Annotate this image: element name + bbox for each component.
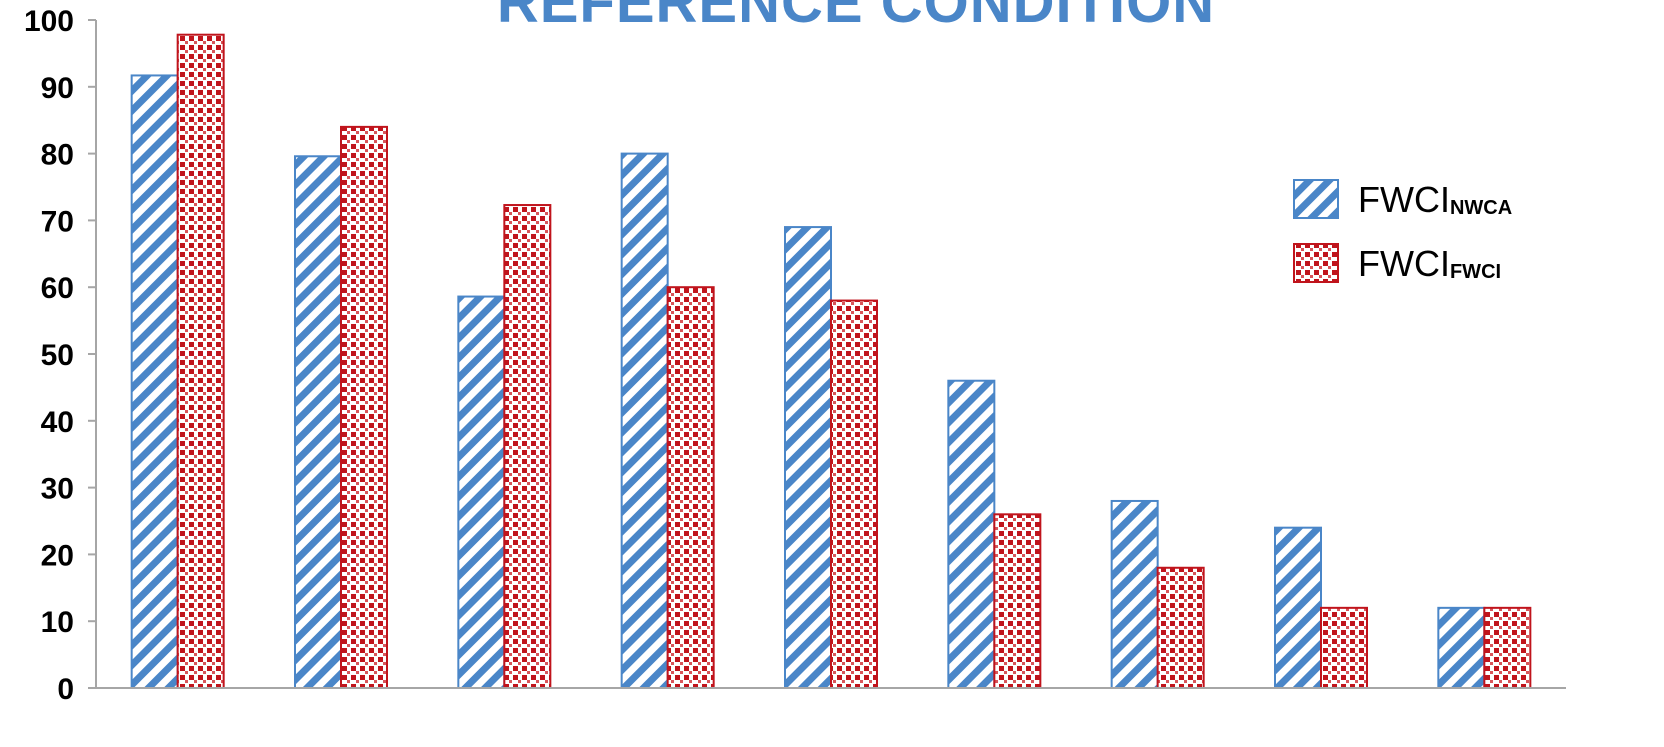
legend-swatch-2 xyxy=(1293,243,1339,283)
y-tick-label: 90 xyxy=(41,72,74,105)
legend-label-main: FWCI xyxy=(1358,179,1450,220)
y-tick-label: 100 xyxy=(24,5,74,38)
bars xyxy=(130,33,1532,690)
y-axis: 0 10 20 30 40 50 60 70 80 90 100 xyxy=(24,5,97,706)
y-tick-label: 10 xyxy=(41,606,74,639)
bar-series-1-cat-9 xyxy=(1437,606,1486,690)
legend-label-2: FWCIFWCI xyxy=(1358,243,1501,284)
y-tick-label: 60 xyxy=(41,272,74,305)
bar-series-2-cat-7 xyxy=(1156,566,1205,690)
bar-series-1-cat-3 xyxy=(457,295,506,689)
y-tick-label: 0 xyxy=(57,673,74,706)
legend-label-subscript: NWCA xyxy=(1450,197,1512,219)
bar-series-2-cat-8 xyxy=(1320,606,1368,690)
bar-series-1-cat-7 xyxy=(1110,499,1159,689)
bar-series-1-cat-8 xyxy=(1274,526,1322,689)
y-tick-label: 50 xyxy=(41,339,74,372)
bar-series-1-cat-6 xyxy=(947,379,996,689)
legend-swatch-1 xyxy=(1293,179,1339,219)
bar-series-2-cat-1 xyxy=(176,33,225,690)
y-tick-label: 40 xyxy=(41,406,74,439)
bar-series-2-cat-4 xyxy=(666,286,715,689)
bar-series-1-cat-1 xyxy=(130,74,179,690)
y-tick-label: 20 xyxy=(41,539,74,572)
bar-series-2-cat-3 xyxy=(503,204,552,689)
legend-label-subscript: FWCI xyxy=(1450,261,1501,283)
bar-series-1-cat-2 xyxy=(294,155,342,690)
bar-series-2-cat-2 xyxy=(340,125,388,689)
chart-title: REFERENCE CONDITION xyxy=(497,0,1215,35)
y-tick-label: 80 xyxy=(41,139,74,172)
legend-label-main: FWCI xyxy=(1358,243,1450,284)
y-tick-label: 70 xyxy=(41,205,74,238)
bar-series-2-cat-6 xyxy=(993,513,1042,689)
bar-series-2-cat-9 xyxy=(1483,606,1532,690)
legend-label-1: FWCINWCA xyxy=(1358,179,1512,220)
bar-series-1-cat-4 xyxy=(620,152,669,690)
bar-series-1-cat-5 xyxy=(784,226,832,690)
y-tick-label: 30 xyxy=(41,473,74,506)
bar-series-2-cat-5 xyxy=(830,299,878,689)
